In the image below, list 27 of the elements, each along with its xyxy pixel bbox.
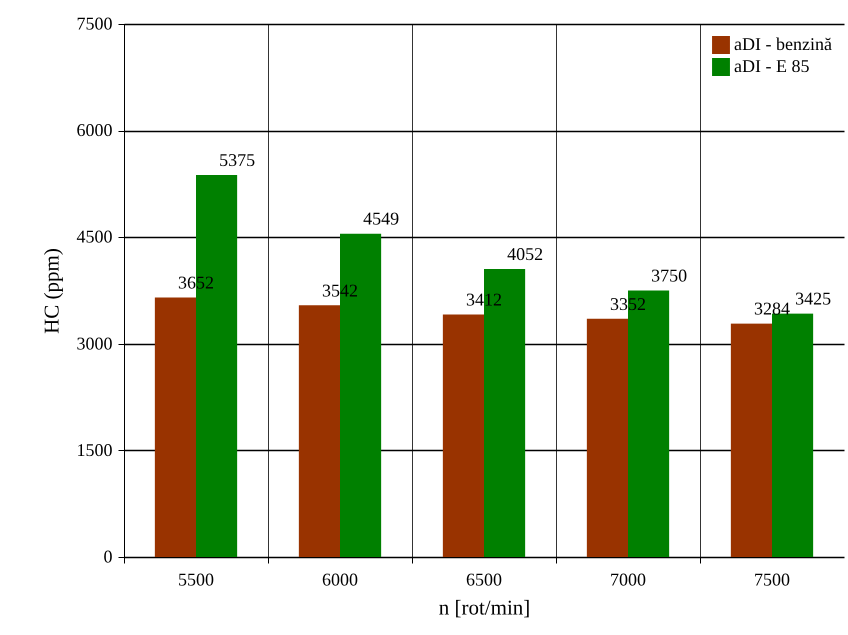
x-axis-title: n [rot/min] bbox=[438, 596, 530, 620]
legend-label: aDI - benzină bbox=[734, 34, 832, 54]
x-tick-label: 7500 bbox=[754, 570, 790, 590]
data-label: 4549 bbox=[363, 208, 400, 229]
x-tick-label: 5500 bbox=[178, 570, 214, 590]
y-tick-label: 7500 bbox=[76, 14, 112, 34]
legend-label: aDI - E 85 bbox=[734, 56, 810, 76]
data-label: 3750 bbox=[651, 266, 688, 286]
y-axis-title: HC (ppm) bbox=[40, 248, 64, 334]
y-tick-label: 3000 bbox=[76, 333, 112, 354]
y-tick-label: 4500 bbox=[76, 226, 112, 247]
data-label: 3425 bbox=[795, 288, 832, 309]
y-tick-label: 0 bbox=[104, 546, 112, 566]
y-tick-label: 6000 bbox=[76, 120, 112, 140]
bar bbox=[586, 318, 628, 557]
bar bbox=[772, 314, 814, 557]
bar bbox=[442, 314, 484, 557]
data-label: 4052 bbox=[507, 244, 544, 264]
bar bbox=[298, 305, 340, 557]
x-tick-label: 6500 bbox=[466, 570, 502, 590]
data-label: 3284 bbox=[754, 298, 790, 319]
x-tick-label: 7000 bbox=[610, 570, 646, 590]
data-label: 5375 bbox=[219, 150, 256, 170]
bar bbox=[154, 297, 196, 557]
y-tick-label: 1500 bbox=[76, 440, 112, 460]
bar bbox=[730, 324, 772, 557]
x-tick-label: 6000 bbox=[322, 570, 358, 590]
